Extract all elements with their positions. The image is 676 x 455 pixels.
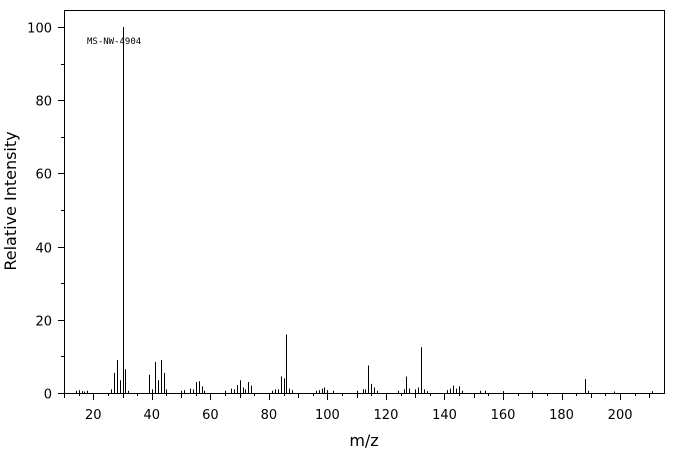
y-tick-label: 0 [44,388,52,403]
x-tick-label: 100 [315,408,340,423]
y-tick-label: 40 [35,242,52,257]
spectrum-id-annotation: MS-NW-4904 [87,37,141,47]
y-tick-label: 20 [35,315,52,330]
spectrum-peaks [76,27,653,393]
x-tick-label: 80 [261,408,278,423]
y-tick-label: 60 [35,168,52,183]
y-axis-ticks: 0 20 40 60 80 100 [27,22,64,403]
plot-frame [64,10,665,394]
x-tick-label: 120 [374,408,399,423]
x-tick-label: 200 [608,408,633,423]
x-axis-ticks: 20 40 60 80 100 120 140 160 180 200 [64,393,650,423]
x-tick-label: 40 [144,408,161,423]
y-tick-label: 80 [35,95,52,110]
x-tick-label: 20 [85,408,102,423]
y-axis-title: Relative Intensity [1,131,20,270]
y-tick-label: 100 [27,22,52,37]
x-tick-label: 60 [202,408,219,423]
x-axis-title: m/z [349,431,378,450]
x-tick-label: 160 [491,408,516,423]
x-tick-label: 140 [432,408,457,423]
x-tick-label: 180 [549,408,574,423]
